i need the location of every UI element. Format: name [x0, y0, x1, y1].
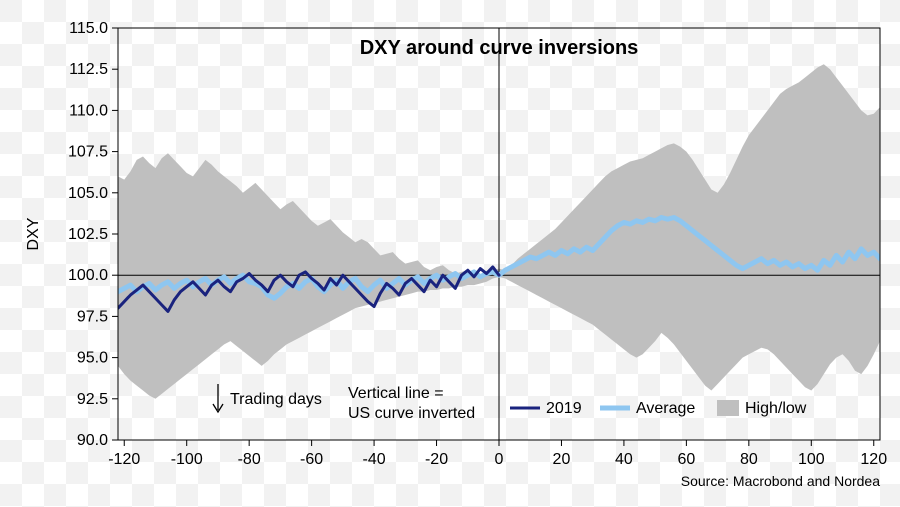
xtick-label: -120 — [108, 451, 140, 468]
legend-label: Average — [636, 400, 695, 417]
ytick-label: 102.5 — [68, 226, 108, 243]
xtick-label: -80 — [238, 451, 261, 468]
ytick-label: 100.0 — [68, 267, 108, 284]
ytick-label: 92.5 — [77, 391, 108, 408]
xtick-label: 0 — [495, 451, 504, 468]
xtick-label: 100 — [798, 451, 825, 468]
ytick-label: 107.5 — [68, 144, 108, 161]
legend-swatch — [717, 400, 739, 416]
chart-title: DXY around curve inversions — [360, 37, 639, 59]
ytick-label: 112.5 — [69, 61, 108, 78]
trading-days-label: Trading days — [230, 391, 322, 408]
xtick-label: 60 — [677, 451, 695, 468]
xtick-label: 20 — [553, 451, 571, 468]
ytick-label: 115.0 — [69, 20, 108, 37]
xtick-label: 80 — [740, 451, 758, 468]
ytick-label: 105.0 — [68, 185, 108, 202]
ytick-label: 97.5 — [77, 308, 108, 325]
vertical-note: US curve inverted — [348, 405, 475, 422]
dxy-chart: 90.0 92.5 95.0 97.5 100.0 102.5 105.0 107.5 110.… — [0, 0, 900, 507]
source-label: Source: Macrobond and Nordea — [681, 473, 880, 489]
xtick-label: -20 — [425, 451, 448, 468]
xtick-label: 120 — [860, 451, 887, 468]
legend-label: 2019 — [546, 400, 582, 417]
xtick-label: -60 — [300, 451, 323, 468]
ytick-label: 95.0 — [77, 350, 108, 367]
chart-svg: 90.0 92.5 95.0 97.5 100.0 102.5 105.0 107.5 110.… — [0, 0, 900, 507]
vertical-note: Vertical line = — [348, 385, 444, 402]
xtick-label: -40 — [363, 451, 386, 468]
xtick-label: -100 — [171, 451, 203, 468]
y-axis-label: DXY — [25, 217, 42, 250]
ytick-label: 90.0 — [77, 432, 108, 449]
legend-label: High/low — [745, 400, 807, 417]
xtick-label: 40 — [615, 451, 633, 468]
ytick-label: 110.0 — [69, 102, 108, 119]
